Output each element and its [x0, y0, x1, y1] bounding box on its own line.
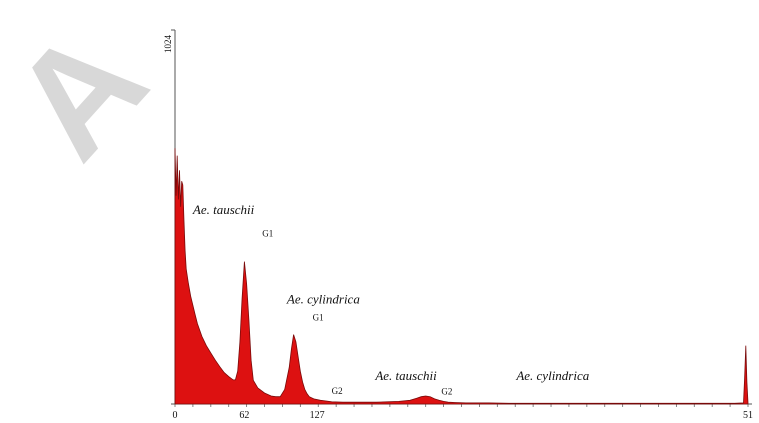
- x-tick-label: 0: [173, 410, 178, 421]
- peak-label: G2: [441, 387, 452, 397]
- watermark: A: [0, 0, 177, 189]
- histogram-area: [174, 148, 749, 405]
- x-tick-label: 127: [310, 410, 325, 421]
- axes: [171, 29, 752, 407]
- annotations: Ae. tauschii G1 Ae. cylindrica G1 G2 Ae. taus…: [192, 202, 590, 396]
- watermark-letter: A: [0, 0, 177, 189]
- species-label: Ae. cylindrica: [286, 292, 360, 307]
- tick-labels: 0 62 127 51 1024: [163, 35, 753, 422]
- species-label: Ae. tauschii: [192, 202, 255, 217]
- species-label: Ae. cylindrica: [515, 368, 589, 383]
- peak-label: G2: [332, 386, 343, 396]
- species-label: Ae. tauschii: [374, 368, 437, 383]
- peak-label: G1: [313, 313, 324, 323]
- y-tick-label: 1024: [163, 35, 173, 54]
- x-tick-label: 51: [743, 410, 753, 421]
- plot-area: [174, 148, 749, 405]
- peak-label: G1: [262, 229, 273, 239]
- x-tick-label: 62: [239, 410, 249, 421]
